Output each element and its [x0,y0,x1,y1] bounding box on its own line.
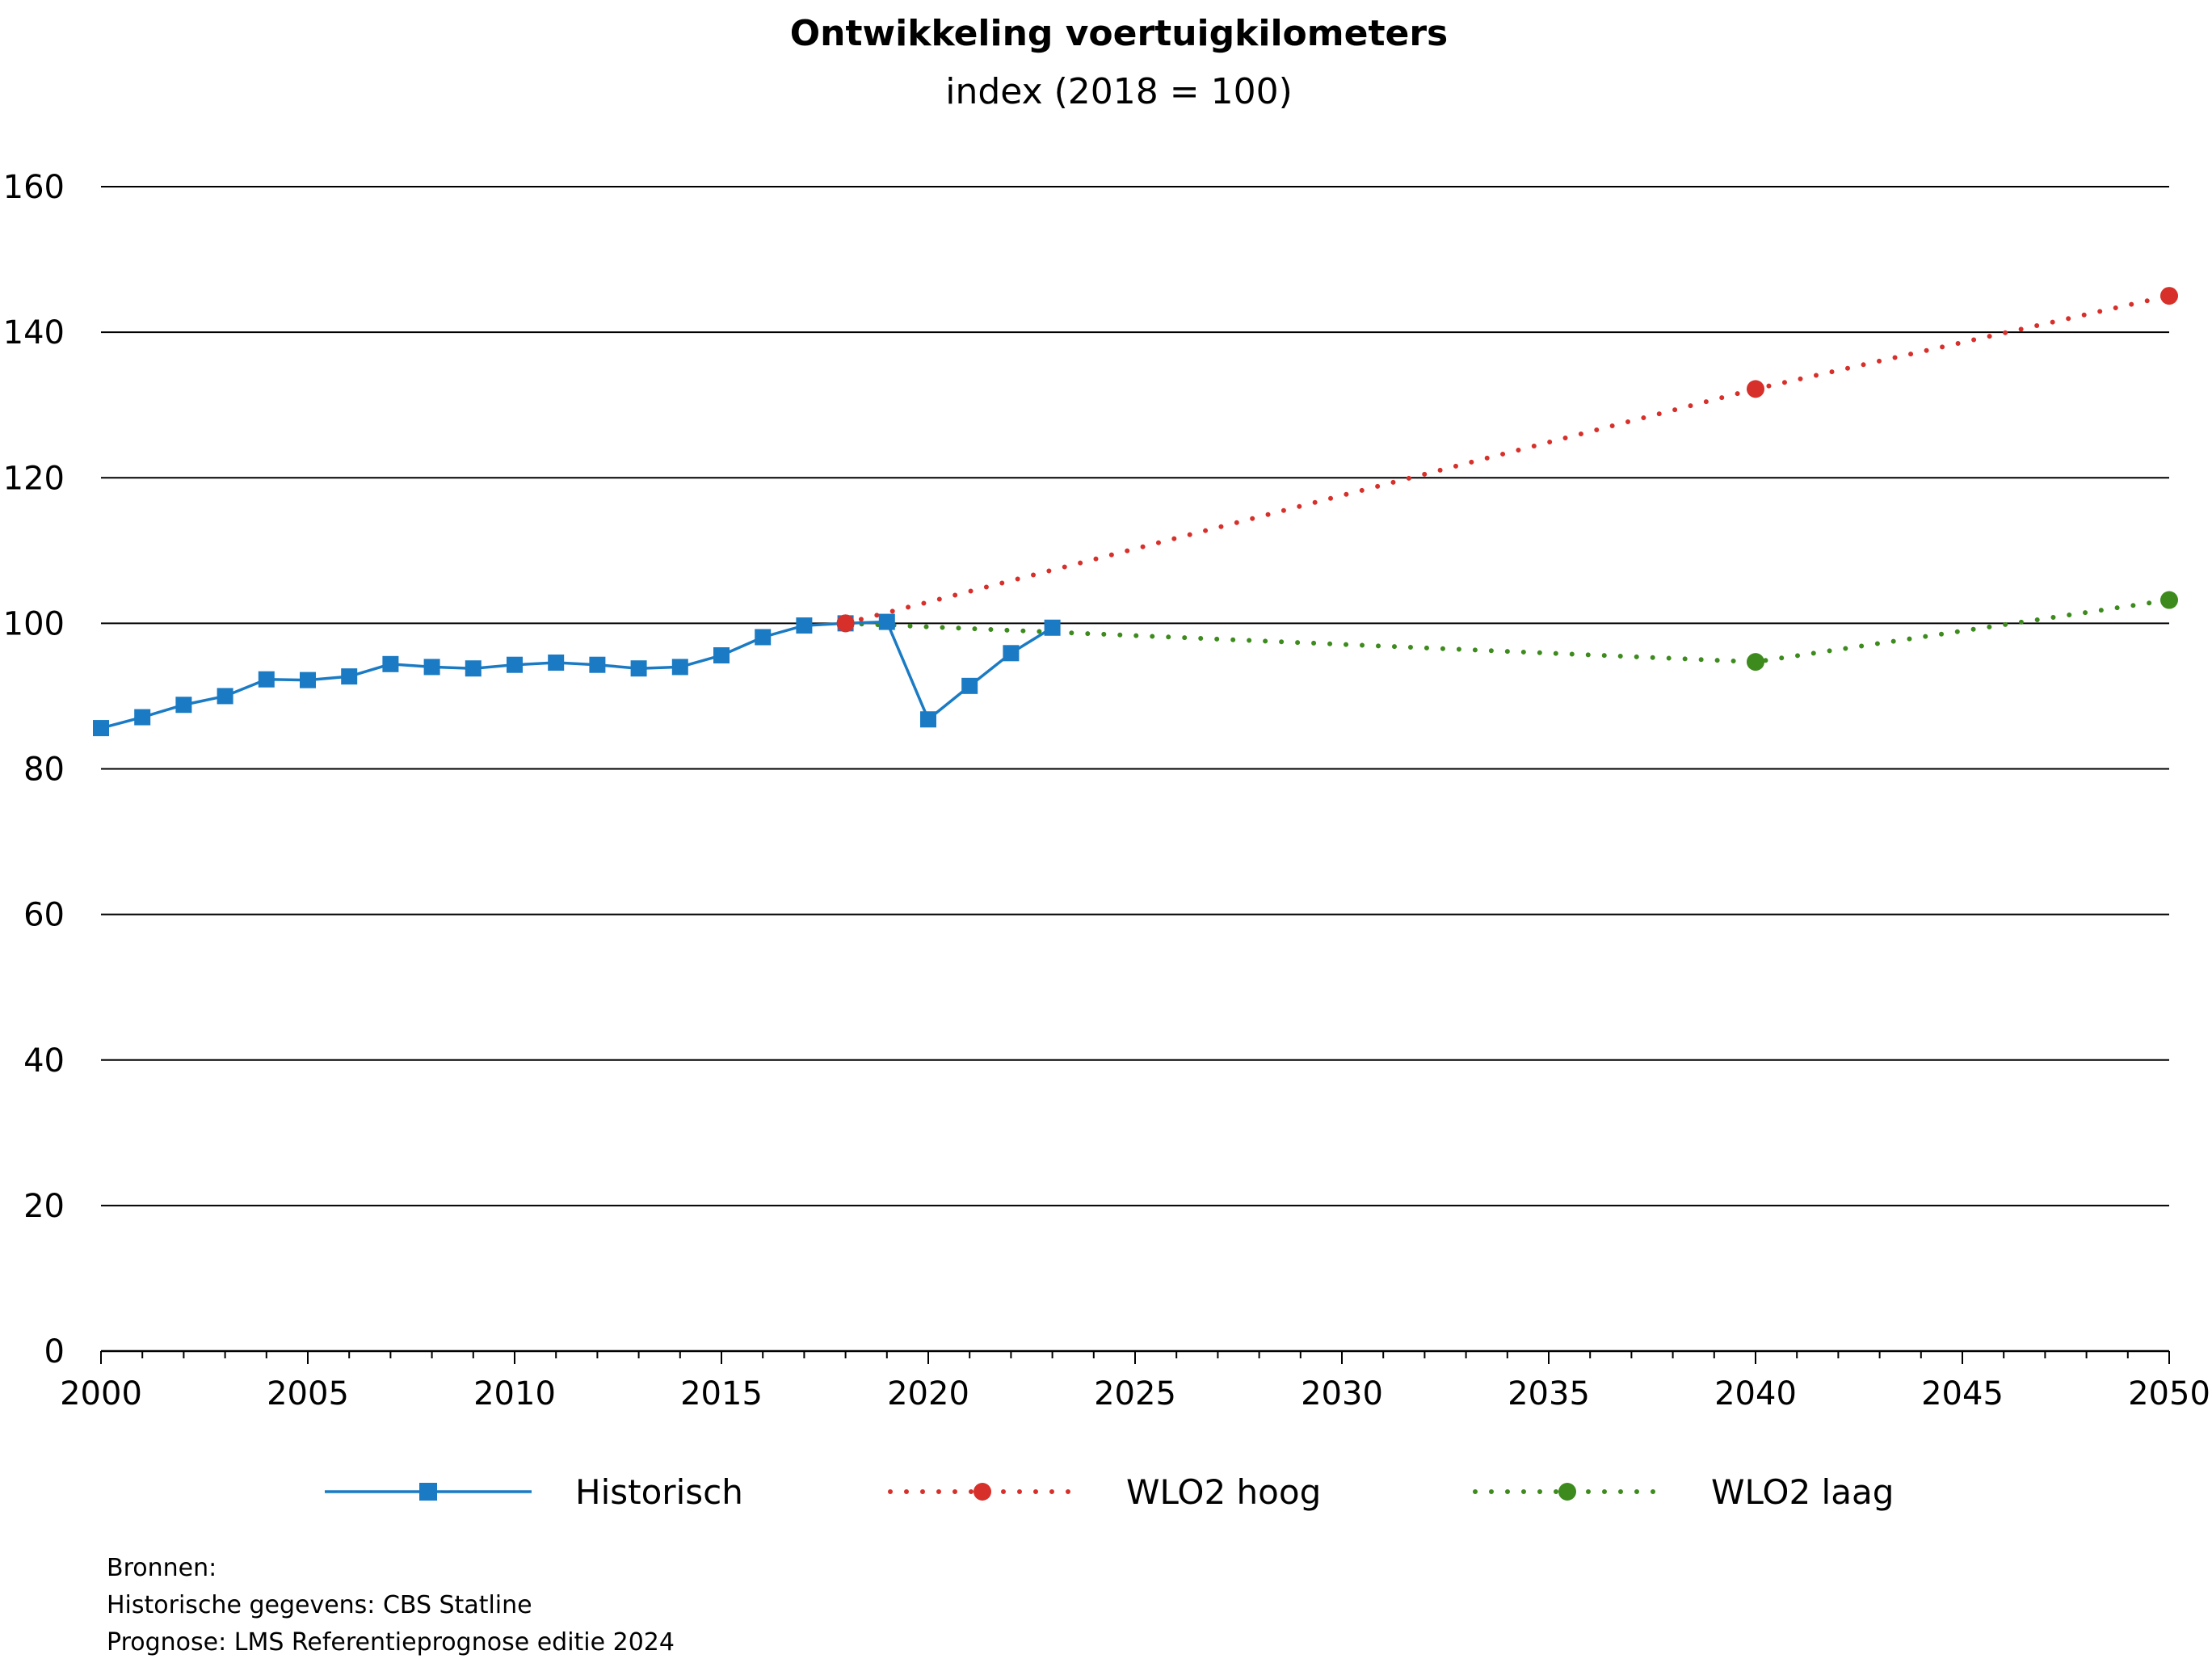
data-point [300,672,316,688]
x-tick-label: 2045 [1921,1375,2004,1412]
sources-line-forecast: Prognose: LMS Referentieprognose editie … [107,1628,675,1657]
series-line [100,620,1053,730]
series-line [843,597,2172,665]
x-tick-label: 2025 [1094,1375,1176,1412]
data-point [589,656,606,673]
y-tick-label: 20 [23,1188,65,1225]
data-point [1003,645,1020,662]
y-tick-label: 80 [23,752,65,789]
data-point [507,656,523,673]
data-point [713,647,730,664]
legend-swatch-marker [419,1483,437,1501]
data-point [134,709,151,726]
data-point [175,697,192,714]
data-point [2160,591,2178,609]
y-tick-label: 40 [23,1042,65,1080]
legend-swatch-marker [974,1483,991,1501]
data-point [1747,653,1764,672]
data-point [671,659,688,676]
legend-label: WLO2 hoog [1126,1472,1321,1512]
series-line [843,293,2172,626]
x-tick-label: 2050 [2128,1375,2210,1412]
x-tick-label: 2030 [1301,1375,1383,1412]
legend-label: Historisch [575,1472,743,1512]
x-tick-label: 2020 [887,1375,969,1412]
data-point [920,711,936,728]
x-tick-label: 2035 [1508,1375,1590,1412]
x-tick-label: 2000 [60,1375,142,1412]
legend-item-wlo2-hoog: WLO2 hoog [888,1472,1321,1512]
data-point [93,720,109,737]
y-tick-label: 140 [3,314,65,352]
legend-item-historisch: Historisch [325,1472,743,1512]
data-point [341,668,358,685]
data-point [1747,380,1764,398]
x-tick-label: 2010 [473,1375,556,1412]
legend-item-wlo2-laag: WLO2 laag [1473,1472,1894,1512]
data-point [796,617,813,634]
y-tick-label: 60 [23,897,65,934]
legend-label: WLO2 laag [1711,1472,1894,1512]
chart-subtitle: index (2018 = 100) [945,71,1293,112]
data-point [755,629,772,646]
y-tick-label: 160 [3,169,65,206]
legend-swatch-marker [1558,1483,1576,1501]
series-wlo2-laag [843,591,2178,672]
data-point [878,613,895,630]
data-point [258,671,275,688]
legend: Historisch WLO2 hoog WLO2 laag [325,1472,1894,1512]
sources-heading: Bronnen: [107,1554,217,1582]
sources-note: Bronnen: Historische gegevens: CBS Statl… [107,1550,675,1661]
data-point [423,659,440,676]
data-point [217,688,233,705]
x-tick-label: 2005 [267,1375,349,1412]
y-axis: 0 20 40 60 80 100 120 140 160 [3,169,65,1370]
y-tick-label: 100 [3,605,65,642]
x-tick-label: 2015 [680,1375,763,1412]
data-point [465,660,482,677]
chart-title: Ontwikkeling voertuigkilometers [790,13,1448,54]
series-historisch [93,613,1061,737]
y-tick-label: 120 [3,460,65,497]
data-point [630,660,647,677]
x-axis: 2000 2005 2010 2015 2020 2025 2030 2035 2040 2045… [60,1349,2210,1412]
sources-line-historic: Historische gegevens: CBS Statline [107,1591,532,1619]
series-wlo2-hoog [836,287,2178,633]
data-point [2160,287,2178,305]
data-point [548,655,565,672]
grid-lines [101,186,2169,1206]
data-point [382,655,399,672]
y-tick-label: 0 [44,1333,65,1370]
x-tick-label: 2040 [1714,1375,1797,1412]
series-group [93,287,2178,737]
data-point [961,677,978,694]
forecast-start-point [836,614,855,633]
data-point [1044,619,1061,636]
